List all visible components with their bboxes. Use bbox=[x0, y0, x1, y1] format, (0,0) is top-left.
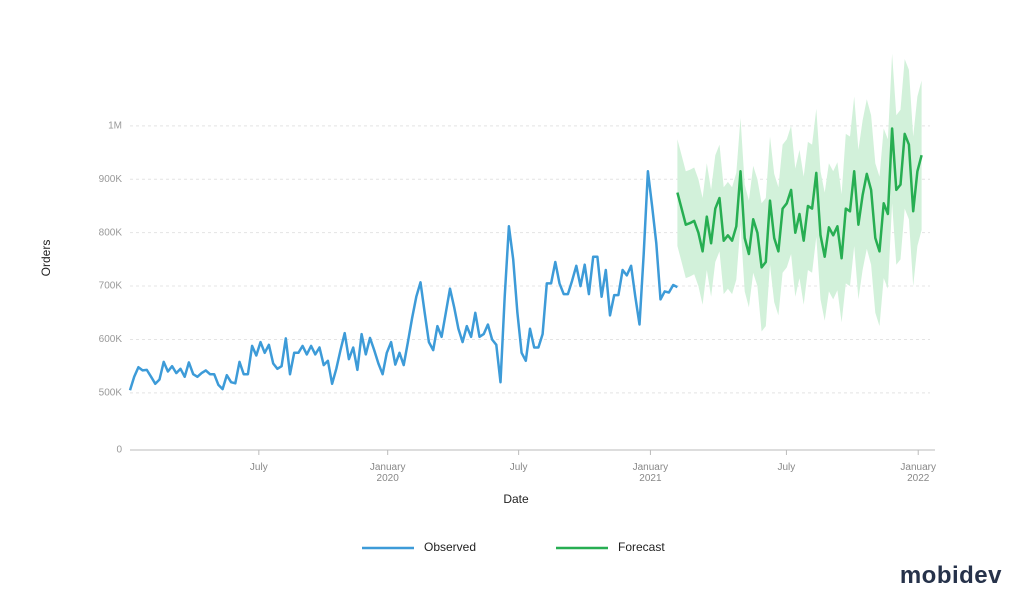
confidence-band bbox=[677, 53, 922, 332]
x-tick-label: January 2022 bbox=[900, 462, 936, 484]
legend-label: Forecast bbox=[618, 540, 665, 554]
y-tick-label: 1M bbox=[108, 121, 122, 132]
series-line bbox=[676, 127, 923, 269]
x-tick-label: January 2020 bbox=[369, 462, 406, 484]
y-tick-label: 800K bbox=[99, 227, 123, 238]
x-tick-label: July bbox=[777, 462, 796, 473]
x-axis-label: Date bbox=[503, 492, 529, 506]
y-axis-label: Orders bbox=[39, 240, 53, 277]
logo: mobidev bbox=[899, 562, 1002, 589]
y-tick-label: 600K bbox=[99, 334, 123, 345]
legend-label: Observed bbox=[424, 540, 476, 554]
series-line bbox=[128, 170, 678, 391]
y-tick-label: 700K bbox=[99, 281, 123, 292]
x-tick-label: July bbox=[249, 462, 268, 473]
x-tick-label: January 2021 bbox=[632, 462, 669, 484]
y-tick-label: 0 bbox=[116, 445, 122, 456]
x-tick-label: July bbox=[509, 462, 528, 473]
y-tick-label: 900K bbox=[99, 174, 123, 185]
y-tick-label: 500K bbox=[99, 388, 123, 399]
